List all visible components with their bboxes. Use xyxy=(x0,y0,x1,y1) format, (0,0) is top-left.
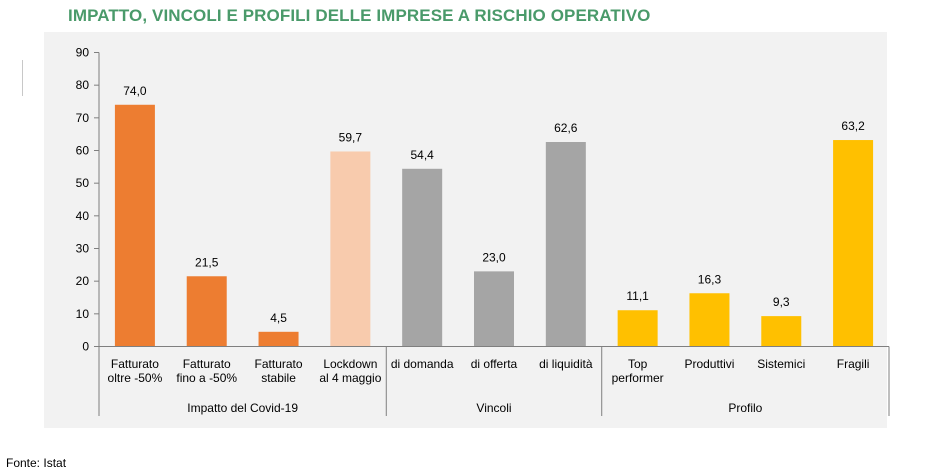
data-label: 4,5 xyxy=(270,311,287,325)
group-label: Impatto del Covid-19 xyxy=(187,401,298,415)
x-tick-label: Lockdown xyxy=(323,357,377,371)
data-label: 21,5 xyxy=(195,255,219,269)
y-tick-label: 40 xyxy=(76,209,90,223)
x-tick-label: stabile xyxy=(261,371,296,385)
x-tick-label: performer xyxy=(612,371,664,385)
bar xyxy=(330,151,371,347)
data-label: 9,3 xyxy=(773,295,790,309)
bar xyxy=(761,316,802,347)
chart-title: IMPATTO, VINCOLI E PROFILI DELLE IMPRESE… xyxy=(68,6,651,25)
bar xyxy=(617,310,658,347)
bar xyxy=(186,276,227,347)
data-label: 54,4 xyxy=(411,148,435,162)
x-tick-label: al 4 maggio xyxy=(319,371,381,385)
x-tick-label: Sistemici xyxy=(757,357,805,371)
bar xyxy=(114,104,155,347)
y-tick-label: 60 xyxy=(76,144,90,158)
x-tick-label: Top xyxy=(628,357,648,371)
data-label: 23,0 xyxy=(482,250,506,264)
y-tick-label: 0 xyxy=(82,340,89,354)
y-tick-label: 10 xyxy=(76,307,90,321)
x-tick-label: fino a -50% xyxy=(176,371,237,385)
y-tick-label: 70 xyxy=(76,111,90,125)
x-tick-label: Produttivi xyxy=(684,357,734,371)
x-tick-label: Fatturato xyxy=(111,357,159,371)
data-label: 11,1 xyxy=(626,289,649,303)
y-tick-label: 30 xyxy=(76,242,90,256)
x-tick-label: di domanda xyxy=(391,357,454,371)
data-label: 59,7 xyxy=(339,130,363,144)
bar xyxy=(258,331,299,347)
group-label: Vincoli xyxy=(476,401,511,415)
data-label: 63,2 xyxy=(841,119,865,133)
y-tick-label: 50 xyxy=(76,176,90,190)
data-label: 74,0 xyxy=(123,84,147,98)
bar xyxy=(474,271,514,347)
x-tick-label: di offerta xyxy=(471,357,518,371)
y-tick-label: 20 xyxy=(76,274,90,288)
x-tick-label: Fatturato xyxy=(183,357,231,371)
group-label: Profilo xyxy=(728,401,762,415)
x-tick-label: di liquidità xyxy=(539,357,593,371)
x-tick-label: oltre -50% xyxy=(108,371,163,385)
bar xyxy=(402,168,443,347)
bar xyxy=(833,140,874,347)
source-note: Fonte: Istat xyxy=(6,456,67,470)
data-label: 16,3 xyxy=(698,272,722,286)
bar xyxy=(545,142,586,347)
y-tick-label: 80 xyxy=(76,78,90,92)
y-tick-label: 90 xyxy=(76,46,90,60)
x-tick-label: Fatturato xyxy=(255,357,303,371)
side-mark xyxy=(22,60,23,96)
bar xyxy=(689,293,730,347)
x-tick-label: Fragili xyxy=(837,357,870,371)
chart-panel xyxy=(44,32,887,428)
data-label: 62,6 xyxy=(554,121,578,135)
